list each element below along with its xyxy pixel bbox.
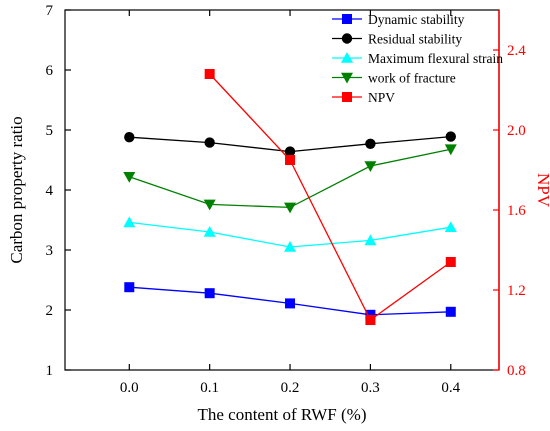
data-point (445, 131, 456, 142)
legend-label: Residual stability (368, 32, 462, 47)
legend-label: work of fracture (368, 71, 456, 86)
y-axis-title: Carbon property ratio (7, 116, 26, 263)
y-tick-label: 2 (46, 303, 54, 319)
legend-label: Maximum flexural strain (368, 51, 503, 66)
data-point (284, 241, 297, 252)
y-tick-label: 7 (46, 3, 54, 19)
data-point (124, 282, 135, 293)
data-point (203, 199, 216, 211)
x-tick-label: 0.0 (120, 380, 139, 396)
y2-tick-label: 2.0 (507, 123, 526, 139)
legend-marker (342, 92, 352, 102)
data-point (445, 257, 456, 267)
data-point (284, 146, 296, 157)
legend-marker (341, 52, 353, 63)
y-tick-label: 1 (46, 363, 54, 379)
data-point (204, 69, 215, 79)
data-point (284, 202, 297, 214)
data-point (204, 288, 215, 299)
data-point (285, 298, 296, 309)
legend-marker (341, 72, 353, 84)
legend-label: Dynamic stability (368, 12, 465, 27)
legend-label: NPV (368, 90, 395, 105)
legend-marker (342, 14, 352, 24)
y2-tick-label: 1.2 (507, 283, 526, 299)
data-point (444, 144, 457, 156)
y2-tick-label: 1.6 (507, 203, 526, 219)
data-point (124, 132, 135, 143)
legend: Dynamic stability Residual stability Maxim… (332, 12, 503, 105)
x-axis-title: The content of RWF (%) (197, 405, 366, 424)
data-point (285, 155, 296, 165)
data-point (445, 306, 456, 317)
x-tick-label: 0.2 (281, 380, 300, 396)
data-point (123, 216, 136, 228)
series-line-4 (209, 73, 452, 321)
x-tick-label: 0.1 (200, 380, 219, 396)
data-point (364, 234, 377, 246)
data-point (365, 138, 376, 149)
x-tick-label: 0.4 (441, 380, 460, 396)
y-tick-label: 6 (46, 63, 54, 79)
chart-marks (123, 69, 457, 325)
y-tick-label: 3 (46, 243, 54, 259)
data-point (365, 309, 376, 320)
data-point (444, 221, 457, 232)
data-point (123, 172, 136, 183)
data-point (203, 226, 216, 237)
data-point (365, 315, 376, 325)
y-tick-label: 5 (46, 123, 54, 139)
y2-tick-label: 0.8 (507, 363, 526, 379)
y2-tick-label: 2.4 (507, 43, 526, 59)
x-tick-label: 0.3 (361, 380, 380, 396)
data-point (364, 161, 377, 172)
y-tick-label: 4 (46, 183, 54, 199)
legend-marker (341, 33, 353, 44)
data-point (204, 137, 215, 148)
y2-axis-title: NPV (534, 173, 550, 208)
